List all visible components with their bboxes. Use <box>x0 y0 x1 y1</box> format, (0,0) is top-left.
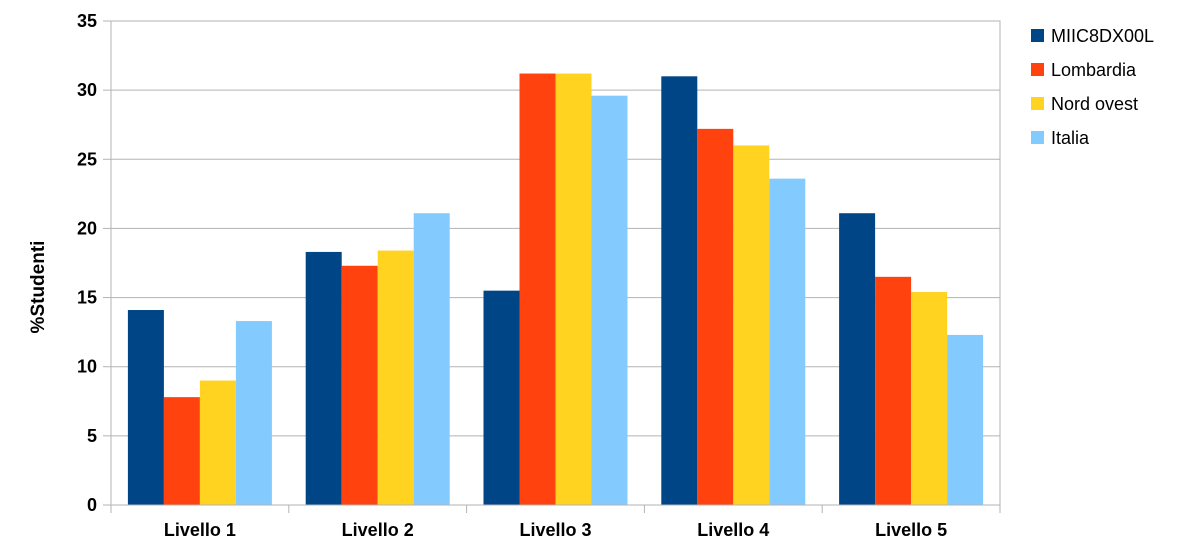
bar-lombardia-livello-3 <box>519 73 556 505</box>
bar-miic8dx00l-livello-2 <box>305 251 342 505</box>
bar-nord-ovest-livello-4 <box>733 145 770 505</box>
x-category-label: Livello 2 <box>342 520 414 540</box>
bars <box>127 73 984 506</box>
legend-swatch <box>1031 63 1044 76</box>
legend-label: Italia <box>1051 128 1090 148</box>
y-tick-label: 10 <box>77 357 97 377</box>
y-tick-label: 25 <box>77 149 97 169</box>
bar-lombardia-livello-2 <box>341 265 378 505</box>
y-tick-label: 35 <box>77 11 97 31</box>
axes <box>103 20 1001 513</box>
x-category-labels: Livello 1 Livello 2 Livello 3 Livello 4 Live… <box>164 520 947 540</box>
bar-miic8dx00l-livello-3 <box>483 290 520 505</box>
y-tick-label: 20 <box>77 218 97 238</box>
bar-nord-ovest-livello-5 <box>911 292 948 505</box>
legend-swatch <box>1031 29 1044 42</box>
y-tick-label: 5 <box>87 426 97 446</box>
x-category-label: Livello 3 <box>519 520 591 540</box>
x-category-label: Livello 4 <box>697 520 769 540</box>
legend-label: Nord ovest <box>1051 94 1138 114</box>
bar-italia-livello-4 <box>769 178 806 505</box>
bar-miic8dx00l-livello-4 <box>661 76 698 506</box>
bar-miic8dx00l-livello-5 <box>839 213 876 505</box>
bar-lombardia-livello-1 <box>163 397 200 505</box>
bar-nord-ovest-livello-3 <box>555 73 592 505</box>
legend-swatch <box>1031 97 1044 110</box>
x-category-label: Livello 1 <box>164 520 236 540</box>
bar-miic8dx00l-livello-1 <box>127 310 164 505</box>
bar-italia-livello-3 <box>591 95 628 505</box>
legend-label: Lombardia <box>1051 60 1137 80</box>
legend-label: MIIC8DX00L <box>1051 26 1154 46</box>
legend: MIIC8DX00L Lombardia Nord ovest Italia <box>1031 26 1154 148</box>
x-category-label: Livello 5 <box>875 520 947 540</box>
plot-area-border <box>110 20 1001 506</box>
y-tick-label: 30 <box>77 80 97 100</box>
bar-lombardia-livello-4 <box>697 128 734 505</box>
bar-nord-ovest-livello-2 <box>377 250 414 505</box>
bar-nord-ovest-livello-1 <box>199 380 236 505</box>
y-tick-labels: 0 5 10 15 20 25 30 35 <box>77 11 97 515</box>
bar-italia-livello-5 <box>947 334 984 505</box>
bar-lombardia-livello-5 <box>875 276 912 505</box>
bar-italia-livello-2 <box>413 213 450 505</box>
y-tick-label: 15 <box>77 288 97 308</box>
legend-swatch <box>1031 131 1044 144</box>
y-axis-title: %Studenti <box>28 241 49 334</box>
y-tick-label: 0 <box>87 495 97 515</box>
bar-italia-livello-1 <box>235 321 272 505</box>
